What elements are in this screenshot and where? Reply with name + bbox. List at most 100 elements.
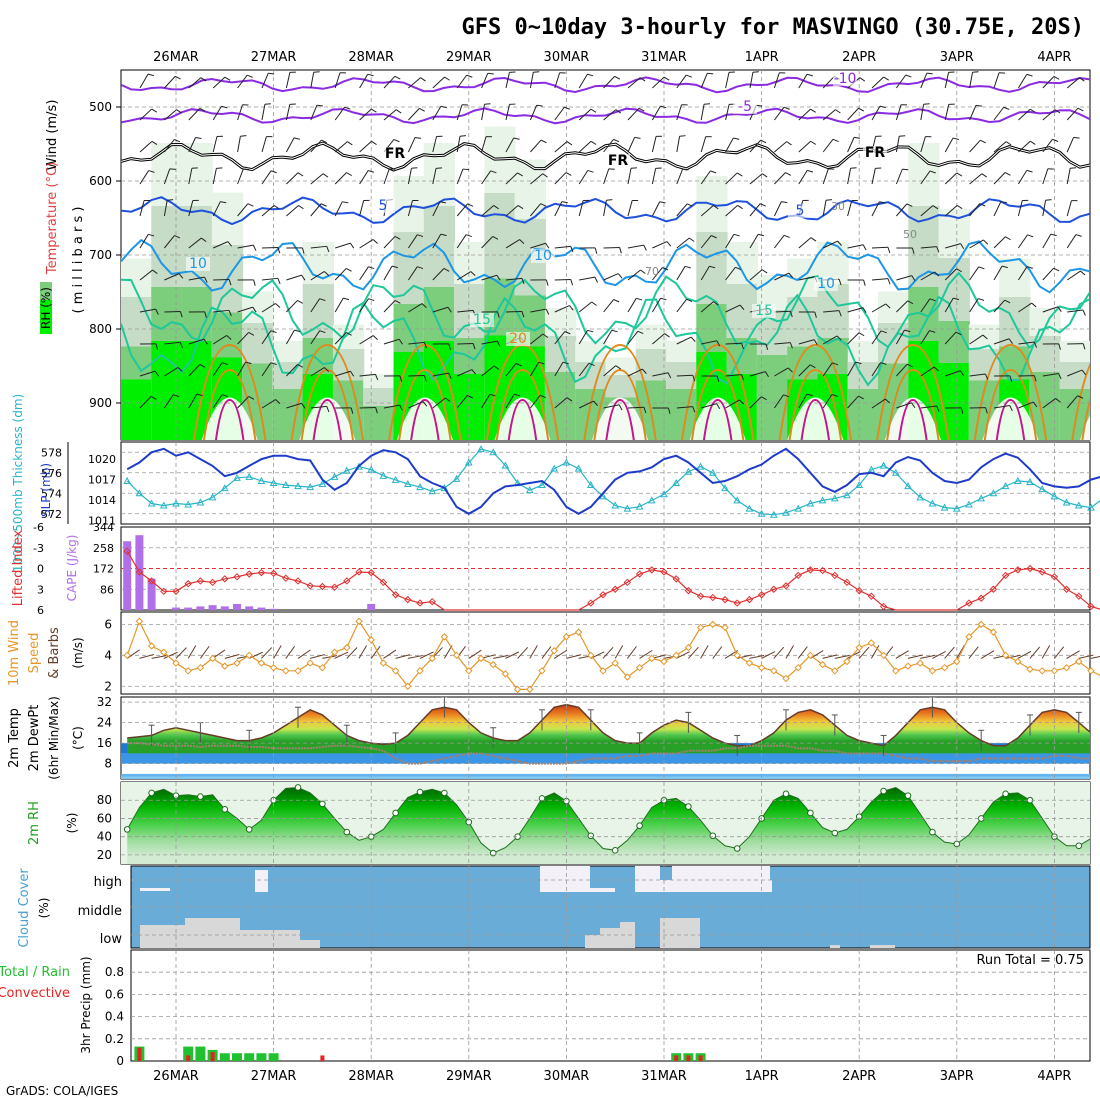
thickness-point	[928, 499, 937, 507]
wind-barb	[432, 397, 446, 409]
thickness-point	[989, 489, 998, 497]
wind-barb-flag	[298, 205, 304, 210]
top-date-label: 30MAR	[544, 50, 590, 65]
wind-barb-flag	[221, 105, 228, 109]
wind-barb	[1042, 109, 1056, 121]
wind-barb-flag	[275, 399, 281, 404]
wind-barb-flag	[761, 173, 768, 178]
wind-barb	[139, 200, 145, 217]
wind-barb	[749, 173, 763, 185]
wind-barb	[530, 173, 543, 185]
wind-barb	[651, 297, 662, 313]
wind-barb	[237, 361, 247, 377]
wind-barb	[895, 74, 907, 89]
wind-barb-flag	[979, 203, 986, 207]
wind-barb	[213, 241, 229, 249]
lifted-index-point	[269, 569, 278, 578]
lifted-index-point	[282, 574, 290, 582]
wind-barb	[944, 104, 950, 121]
wind-barb-flag	[155, 343, 159, 350]
top-date-label: 1APR	[745, 50, 779, 65]
wind-barb	[481, 136, 487, 153]
wind-barb	[188, 237, 202, 249]
wind-barb-flag	[1001, 265, 1008, 269]
wind-barb	[286, 205, 299, 217]
thickness-point	[342, 466, 351, 474]
wind-barb	[408, 77, 421, 89]
wind-speed-point	[330, 648, 339, 656]
wind-barb-flag	[662, 267, 669, 271]
wind-barb	[627, 298, 637, 313]
cape-bar	[208, 605, 217, 610]
warm-contour	[800, 398, 830, 440]
wind-barb	[432, 306, 449, 313]
thickness-point	[965, 500, 973, 508]
cloud-panel: high middle low Cloud Cover (%)	[17, 865, 1091, 949]
warm-contour	[1071, 362, 1090, 440]
cape-bar	[220, 606, 229, 610]
surface-barb	[383, 649, 397, 659]
wind-barb	[359, 335, 374, 345]
wind-barb	[798, 364, 811, 377]
wind-barb-flag	[594, 247, 598, 254]
wind-barb	[1017, 74, 1028, 89]
wind-barb-flag	[850, 167, 857, 169]
thickness-point	[1013, 476, 1022, 484]
thickness-point	[184, 500, 193, 508]
wind-barb-flag	[344, 106, 351, 110]
cape-bar	[257, 607, 266, 610]
contour-label: 10	[534, 248, 552, 264]
wind-barb	[1092, 341, 1100, 344]
wind-barb	[700, 170, 711, 185]
wind-barb	[725, 137, 734, 153]
humidity-point	[611, 847, 619, 854]
surface-barb	[895, 650, 909, 659]
wind-barb	[676, 136, 681, 153]
wind-barb	[993, 236, 1006, 249]
warm-contour	[398, 368, 452, 440]
wind-barb	[407, 234, 418, 249]
wind-speed-point	[147, 642, 156, 650]
humidity-area	[121, 782, 1090, 864]
wind-barb	[651, 168, 657, 185]
wind-barb	[383, 404, 400, 409]
wind-barb	[725, 266, 736, 281]
wind-barb-flag	[221, 394, 228, 398]
wind-barb	[578, 73, 588, 89]
thickness-point	[428, 487, 437, 495]
wind-barb	[1042, 398, 1056, 409]
wind-barb-flag	[765, 343, 769, 350]
thickness-point	[708, 468, 717, 476]
wind-barb-flag	[619, 247, 622, 254]
wind-barb	[310, 367, 325, 377]
wind-barb	[213, 309, 230, 313]
wind-barb	[725, 234, 735, 249]
surface-barb	[858, 646, 870, 659]
humidity-point	[197, 793, 204, 800]
precip-tick: 0.8	[105, 965, 124, 979]
surface-barb	[1090, 655, 1100, 659]
humidity-point	[221, 806, 229, 813]
cape-bar	[233, 603, 241, 610]
wind-barb-flag	[983, 239, 989, 245]
high-cloud	[672, 866, 770, 892]
thickness-point	[611, 501, 620, 509]
precip-total-bar	[219, 1053, 230, 1061]
wind-barb-flag	[152, 269, 158, 275]
high-cloud	[590, 888, 615, 892]
wind-barb	[871, 278, 888, 281]
wind-barb-flag	[533, 71, 540, 73]
precip-conv-bar	[186, 1055, 191, 1061]
wind-barb-flag	[174, 235, 181, 239]
wind-barb	[920, 104, 925, 121]
wind-barb-flag	[1027, 234, 1034, 238]
lifted-index-point	[208, 578, 217, 587]
lifted-index-point	[1062, 585, 1071, 593]
wind-barb-flag	[739, 399, 745, 405]
bottom-date-labels: 26MAR 27MAR 28MAR 29MAR 30MAR 31MAR 1APR 2APR 3A…	[153, 1069, 1071, 1084]
wind-barb	[1092, 236, 1100, 248]
wind-barb	[603, 200, 607, 217]
wind-barb	[652, 267, 663, 281]
wind-speed-point	[538, 667, 546, 675]
dry-column	[982, 397, 1039, 440]
